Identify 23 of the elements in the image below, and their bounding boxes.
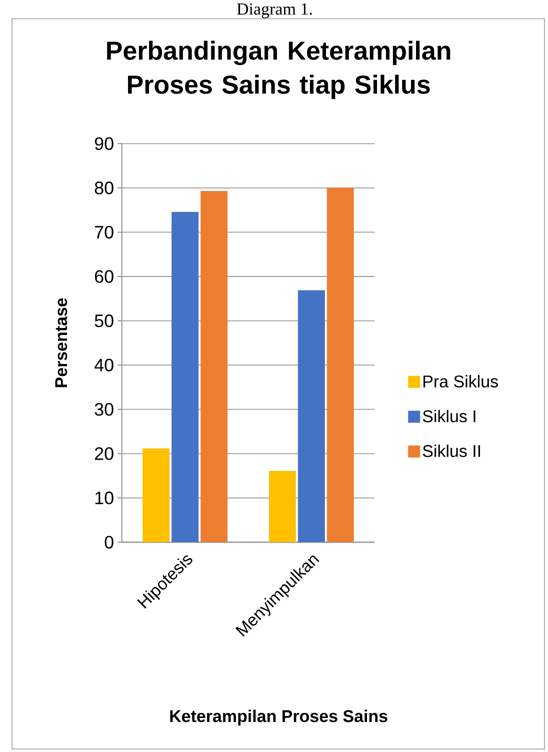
y-tick-label: 80 xyxy=(94,182,114,194)
y-tick-label: 10 xyxy=(95,492,114,504)
y-tick-label: 20 xyxy=(94,447,114,460)
legend-label: Siklus II xyxy=(422,444,480,458)
y-axis-title: Persentase xyxy=(55,298,67,388)
x-axis-title: Keterampilan Proses Sains xyxy=(170,710,388,726)
y-tick-label: 70 xyxy=(94,226,114,239)
y-tick-label: 40 xyxy=(94,358,114,372)
legend-label: Pra Siklus xyxy=(423,375,498,388)
bar xyxy=(298,290,325,542)
chart-title: Perbandingan Keterampilan Proses Sains tiap Siklus xyxy=(106,40,450,99)
y-tick-label: 0 xyxy=(104,536,114,549)
y-tick-label: 90 xyxy=(94,137,114,150)
text: Diagram 1. xyxy=(236,3,312,18)
bar xyxy=(326,188,354,542)
bar xyxy=(171,212,198,542)
legend-label: Siklus I xyxy=(422,410,476,422)
bar xyxy=(142,448,170,542)
y-tick-label: 50 xyxy=(94,314,114,328)
y-tick-label: 30 xyxy=(94,402,114,416)
bar xyxy=(200,191,228,542)
y-tick-label: 60 xyxy=(94,270,114,283)
bar xyxy=(268,470,296,542)
